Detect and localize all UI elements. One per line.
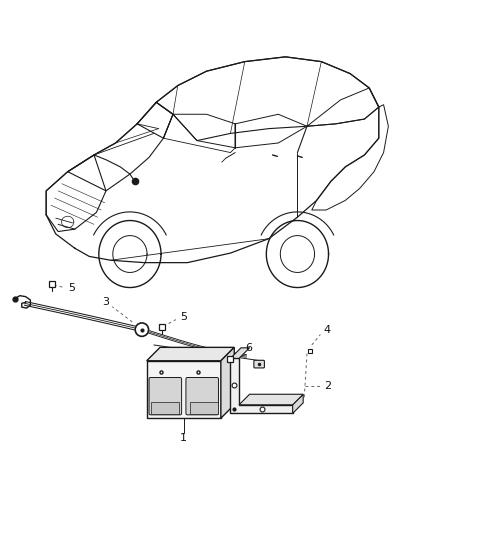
FancyBboxPatch shape xyxy=(186,377,218,415)
Polygon shape xyxy=(147,347,234,361)
FancyBboxPatch shape xyxy=(190,402,217,414)
FancyBboxPatch shape xyxy=(149,377,181,415)
Polygon shape xyxy=(293,394,303,413)
Polygon shape xyxy=(239,394,303,405)
FancyBboxPatch shape xyxy=(254,360,264,368)
FancyBboxPatch shape xyxy=(152,402,179,414)
Polygon shape xyxy=(147,361,221,418)
Text: 3: 3 xyxy=(103,297,109,307)
Text: 5: 5 xyxy=(180,312,187,322)
Text: 2: 2 xyxy=(324,381,332,391)
Polygon shape xyxy=(221,347,234,418)
Text: 4: 4 xyxy=(324,325,331,335)
Polygon shape xyxy=(230,358,293,413)
Text: 6: 6 xyxy=(245,343,252,353)
Text: 1: 1 xyxy=(180,433,187,443)
Text: 5: 5 xyxy=(68,283,75,293)
Circle shape xyxy=(135,323,149,336)
Polygon shape xyxy=(230,348,250,358)
